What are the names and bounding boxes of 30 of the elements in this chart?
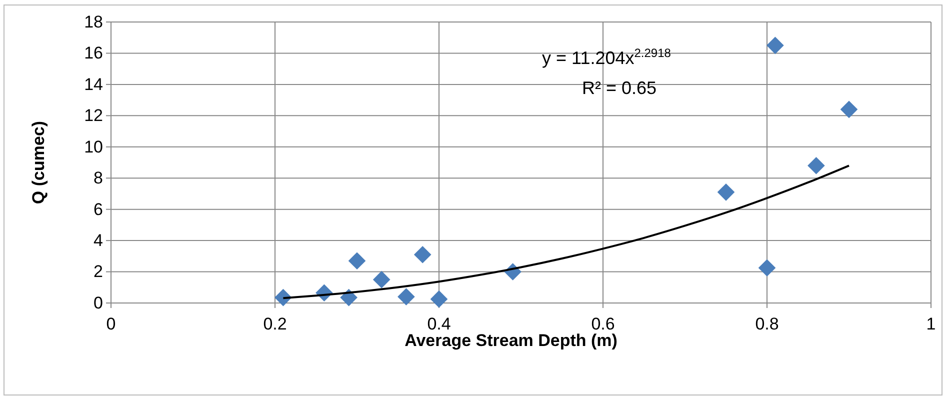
y-tick-label: 12 (84, 106, 103, 126)
x-axis-title: Average Stream Depth (m) (404, 331, 618, 350)
y-tick-label: 2 (94, 262, 103, 282)
y-tick-label: 8 (94, 168, 103, 188)
point (348, 252, 366, 270)
point (766, 36, 784, 54)
x-tick-label: 0.8 (755, 314, 779, 334)
y-tick-label: 14 (84, 74, 103, 94)
y-axis-title: Q (cumec) (29, 120, 48, 204)
x-tick-label: 0.2 (263, 314, 287, 334)
point (414, 246, 432, 264)
point (398, 288, 415, 306)
x-tick-label: 0.4 (427, 314, 451, 334)
point (758, 259, 776, 277)
y-tick-label: 0 (94, 293, 103, 312)
x-tick-label: 0.6 (591, 314, 615, 334)
point (372, 270, 390, 288)
point (808, 156, 825, 174)
y-tick-label: 4 (94, 230, 103, 250)
annotation: y = 11.204x$^{2.2918}$ (542, 46, 672, 68)
annotation: R² = 0.65 (582, 78, 657, 98)
y-tick-label: 16 (84, 44, 103, 63)
y-tick-label: 18 (84, 12, 103, 32)
point (717, 184, 735, 201)
x-tick-label: 1 (926, 314, 936, 334)
x-tick-label: 0 (106, 314, 116, 334)
point (840, 100, 858, 118)
y-tick-label: 10 (84, 137, 103, 156)
point (430, 290, 448, 308)
y-tick-label: 6 (94, 200, 103, 219)
